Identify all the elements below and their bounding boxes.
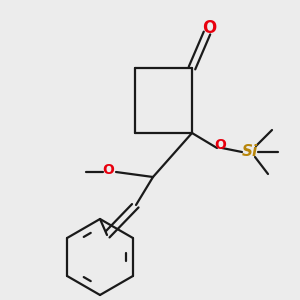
Text: O: O — [214, 138, 226, 152]
Text: O: O — [102, 163, 114, 177]
Text: Si: Si — [242, 145, 258, 160]
Text: O: O — [202, 19, 216, 37]
